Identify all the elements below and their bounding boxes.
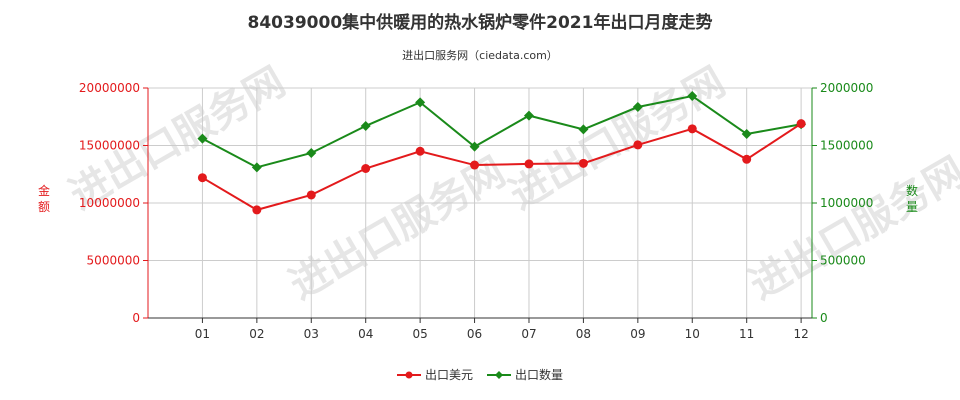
- data-point-quantity: [197, 133, 208, 144]
- watermark-text: 进出口服务网: [742, 149, 960, 309]
- right-axis-tick-label: 500000: [820, 254, 866, 268]
- left-axis-tick-label: 0: [132, 311, 140, 325]
- data-point-quantity: [741, 129, 752, 139]
- x-axis-tick-label: 12: [793, 327, 808, 341]
- left-axis-tick-label: 5000000: [87, 254, 140, 268]
- data-point-quantity: [632, 101, 643, 112]
- left-axis-title: 金额: [38, 183, 50, 214]
- data-point-value: [252, 205, 262, 215]
- data-point-value: [524, 159, 534, 169]
- data-point-value: [687, 124, 697, 134]
- data-point-quantity: [360, 120, 371, 131]
- left-axis-tick-label: 20000000: [79, 81, 140, 95]
- data-point-value: [633, 140, 643, 150]
- data-point-value: [470, 160, 480, 170]
- data-point-value: [361, 164, 371, 173]
- data-point-value: [306, 190, 316, 200]
- data-point-value: [742, 154, 752, 164]
- data-point-value: [415, 146, 425, 156]
- left-axis-tick-label: 15000000: [79, 139, 140, 153]
- data-point-value: [578, 158, 588, 168]
- data-point-quantity: [578, 124, 589, 135]
- data-point-quantity: [306, 147, 317, 158]
- data-point-quantity: [687, 91, 698, 102]
- x-axis-tick-label: 05: [412, 327, 427, 341]
- series-line-quantity: [201, 94, 802, 169]
- series-line-value: [201, 122, 802, 211]
- x-axis-tick-label: 02: [249, 327, 264, 341]
- data-point-quantity: [523, 110, 534, 121]
- legend-marker-quantity: [495, 371, 503, 379]
- x-axis-tick-label: 06: [467, 327, 482, 341]
- legend-marker-value: [405, 371, 413, 379]
- x-axis-tick-label: 01: [195, 327, 210, 341]
- x-axis-tick-label: 11: [739, 327, 754, 341]
- right-axis-tick-label: 1000000: [820, 196, 873, 210]
- x-axis-tick-label: 07: [521, 327, 536, 341]
- x-axis-tick-label: 04: [358, 327, 373, 341]
- x-axis-tick-label: 08: [576, 327, 591, 341]
- right-axis-tick-label: 0: [820, 311, 828, 325]
- watermark-text: 进出口服务网: [282, 149, 513, 309]
- legend-label-value: 出口美元: [425, 368, 473, 382]
- data-point-quantity: [415, 97, 426, 108]
- watermark-text: 进出口服务网: [502, 59, 733, 219]
- chart-subtitle: 进出口服务网（ciedata.com）: [402, 49, 558, 62]
- chart-title: 84039000集中供暖用的热水锅炉零件2021年出口月度走势: [247, 13, 713, 33]
- right-axis-tick-label: 2000000: [820, 81, 873, 95]
- left-axis-tick-label: 10000000: [79, 196, 140, 210]
- data-point-quantity: [469, 141, 480, 152]
- right-axis-title: 数量: [906, 183, 918, 214]
- x-axis-tick-label: 10: [685, 327, 700, 341]
- legend-label-quantity: 出口数量: [515, 367, 563, 382]
- x-axis-tick-label: 03: [304, 327, 319, 341]
- x-axis-tick-label: 09: [630, 327, 645, 341]
- data-point-value: [197, 173, 207, 183]
- data-point-value: [796, 119, 806, 129]
- data-point-quantity: [251, 162, 262, 173]
- right-axis-tick-label: 1500000: [820, 139, 873, 153]
